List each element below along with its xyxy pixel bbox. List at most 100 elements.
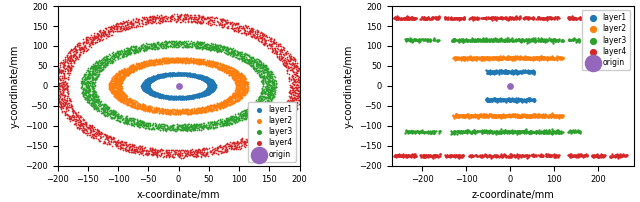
- layer3: [497, 39, 507, 42]
- layer1: [180, 95, 191, 98]
- layer3: [243, 54, 253, 57]
- layer1: [141, 87, 151, 90]
- layer3: [226, 119, 236, 122]
- layer2: [177, 112, 187, 115]
- layer2: [242, 82, 252, 85]
- layer3: [213, 49, 223, 53]
- layer2: [150, 60, 160, 63]
- layer2: [118, 101, 128, 104]
- layer3: [552, 131, 562, 134]
- layer1: [206, 82, 216, 86]
- layer1: [490, 97, 500, 100]
- layer4: [465, 154, 476, 157]
- layer2: [143, 109, 154, 112]
- layer4: [189, 13, 199, 17]
- layer4: [180, 16, 190, 19]
- layer4: [578, 155, 588, 158]
- layer2: [135, 64, 145, 67]
- layer1: [516, 70, 527, 73]
- layer1: [150, 77, 160, 80]
- layer2: [218, 62, 228, 65]
- layer1: [197, 77, 207, 80]
- layer4: [296, 73, 307, 77]
- layer1: [161, 74, 172, 78]
- layer1: [486, 71, 497, 75]
- layer1: [172, 72, 182, 76]
- layer1: [184, 72, 194, 75]
- layer3: [211, 48, 221, 51]
- layer2: [230, 97, 241, 100]
- layer2: [194, 111, 204, 114]
- layer2: [117, 89, 127, 92]
- layer1: [207, 79, 218, 82]
- layer3: [241, 52, 251, 55]
- layer4: [180, 153, 191, 157]
- layer2: [500, 56, 511, 60]
- layer4: [99, 31, 109, 35]
- layer4: [476, 154, 486, 158]
- layer1: [202, 87, 212, 91]
- layer3: [193, 123, 204, 126]
- layer3: [257, 100, 267, 103]
- layer4: [389, 16, 399, 19]
- layer4: [75, 121, 85, 124]
- layer2: [216, 100, 227, 104]
- layer4: [104, 29, 114, 32]
- layer3: [84, 98, 94, 101]
- layer2: [213, 102, 223, 105]
- layer3: [188, 127, 198, 130]
- layer2: [513, 115, 524, 119]
- layer3: [449, 130, 460, 133]
- layer2: [157, 58, 167, 61]
- layer1: [145, 79, 155, 82]
- layer4: [442, 17, 452, 20]
- layer3: [540, 39, 550, 43]
- layer4: [222, 149, 232, 153]
- layer2: [144, 63, 154, 66]
- layer2: [158, 111, 168, 115]
- layer3: [547, 129, 557, 133]
- layer4: [120, 141, 131, 144]
- layer3: [543, 39, 553, 42]
- layer3: [123, 121, 133, 124]
- layer1: [529, 98, 540, 101]
- layer1: [195, 94, 205, 97]
- layer1: [169, 74, 179, 77]
- layer1: [198, 92, 208, 95]
- layer4: [248, 28, 259, 31]
- layer2: [226, 96, 236, 99]
- layer4: [581, 153, 591, 156]
- layer4: [100, 137, 111, 140]
- layer4: [63, 117, 74, 120]
- layer3: [232, 120, 242, 123]
- layer3: [156, 44, 166, 47]
- layer4: [442, 154, 452, 157]
- layer3: [145, 42, 156, 45]
- layer4: [207, 16, 218, 19]
- layer2: [543, 57, 554, 60]
- layer4: [445, 153, 456, 157]
- layer3: [460, 39, 470, 42]
- layer1: [142, 78, 152, 81]
- layer1: [205, 80, 216, 84]
- layer4: [218, 18, 228, 21]
- layer3: [265, 74, 275, 77]
- layer3: [243, 57, 253, 61]
- layer2: [117, 97, 127, 100]
- layer1: [182, 71, 193, 75]
- layer1: [176, 96, 186, 100]
- layer2: [194, 57, 204, 60]
- layer4: [593, 154, 604, 157]
- layer4: [220, 19, 230, 22]
- layer4: [164, 152, 174, 155]
- layer4: [569, 153, 579, 157]
- layer2: [236, 81, 246, 84]
- layer3: [158, 43, 168, 46]
- layer4: [72, 126, 83, 129]
- layer3: [494, 39, 504, 42]
- layer4: [276, 49, 286, 53]
- layer2: [467, 114, 477, 117]
- layer3: [92, 105, 102, 108]
- layer4: [390, 154, 400, 157]
- layer3: [225, 51, 235, 54]
